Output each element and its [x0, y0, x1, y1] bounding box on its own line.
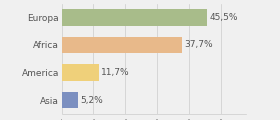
Bar — [62, 37, 182, 53]
Text: 11,7%: 11,7% — [101, 68, 130, 77]
Bar — [62, 9, 207, 26]
Bar — [62, 64, 99, 81]
Bar — [62, 92, 78, 108]
Text: 45,5%: 45,5% — [209, 13, 238, 22]
Text: 37,7%: 37,7% — [184, 41, 213, 49]
Text: 5,2%: 5,2% — [81, 96, 104, 105]
